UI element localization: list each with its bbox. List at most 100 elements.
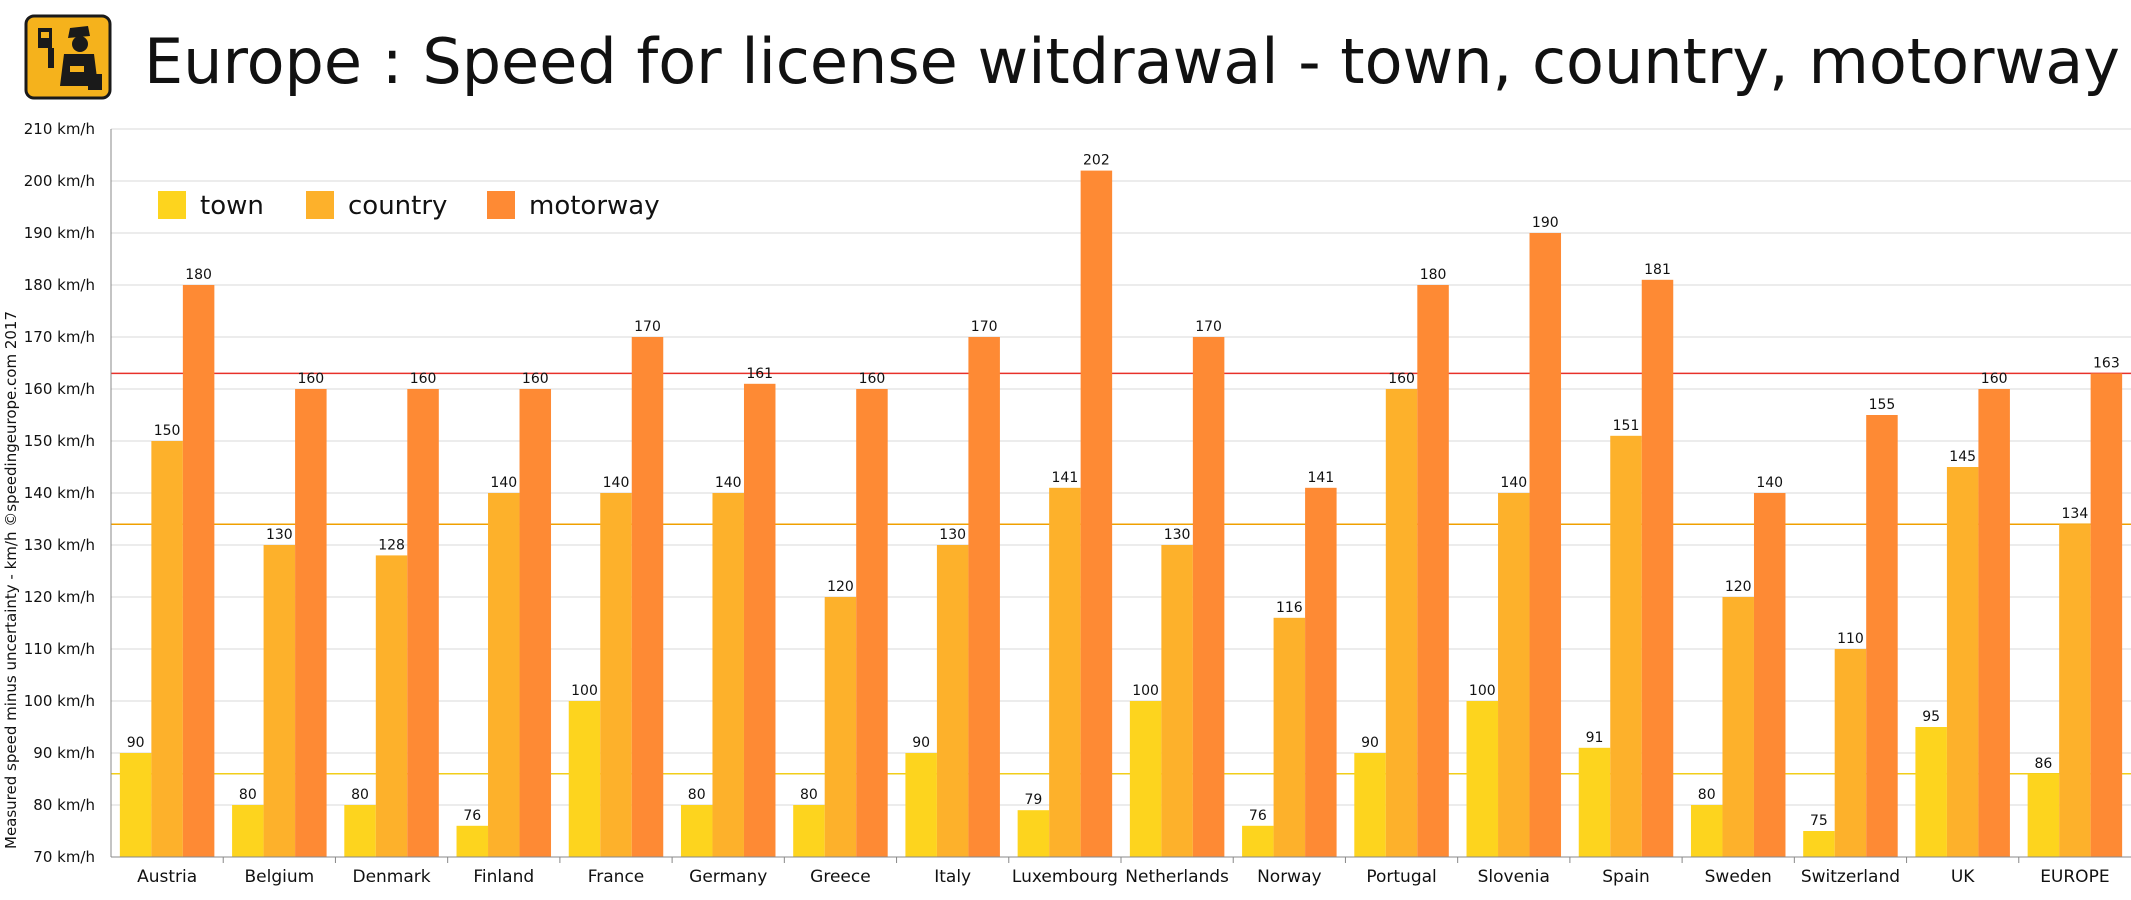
data-label: 190 bbox=[1532, 215, 1559, 231]
data-label: 100 bbox=[1132, 683, 1159, 699]
x-tick-label: Belgium bbox=[244, 867, 314, 887]
bar-country bbox=[1385, 389, 1418, 857]
data-label: 90 bbox=[127, 735, 145, 751]
legend-swatch-country bbox=[306, 191, 334, 219]
bar-motorway bbox=[1753, 493, 1786, 857]
bar-country bbox=[488, 493, 520, 857]
y-tick-label: 170 km/h bbox=[24, 328, 95, 346]
data-label: 140 bbox=[1756, 475, 1783, 491]
data-label: 76 bbox=[1249, 808, 1267, 824]
data-label: 150 bbox=[154, 423, 181, 439]
x-tick-label: UK bbox=[1951, 867, 1975, 887]
data-label: 180 bbox=[185, 267, 212, 283]
y-axis-label: Measured speed minus uncertainty - km/h … bbox=[2, 311, 20, 849]
bar-motorway bbox=[968, 337, 1000, 857]
data-label: 95 bbox=[1922, 709, 1940, 725]
bar-town bbox=[1690, 805, 1723, 857]
bar-motorway bbox=[1192, 337, 1225, 857]
bar-motorway bbox=[1978, 389, 2010, 857]
bar-motorway bbox=[1080, 170, 1113, 858]
legend-swatch-town bbox=[158, 191, 186, 219]
bar-town bbox=[1803, 831, 1835, 857]
data-label: 170 bbox=[971, 319, 998, 335]
data-label: 80 bbox=[1698, 787, 1716, 803]
data-label: 160 bbox=[410, 371, 437, 387]
bar-town bbox=[1017, 810, 1050, 857]
data-label: 202 bbox=[1083, 153, 1110, 169]
data-label: 170 bbox=[634, 319, 661, 335]
data-label: 163 bbox=[2093, 355, 2120, 371]
bar-country bbox=[263, 545, 296, 857]
data-label: 145 bbox=[1949, 449, 1976, 465]
bar-country bbox=[1834, 649, 1867, 857]
x-tick-label: Greece bbox=[810, 867, 871, 887]
data-label: 170 bbox=[1195, 319, 1222, 335]
data-label: 160 bbox=[297, 371, 324, 387]
data-label: 160 bbox=[1981, 371, 2008, 387]
y-tick-label: 70 km/h bbox=[33, 848, 95, 866]
data-label: 151 bbox=[1613, 418, 1640, 434]
bar-country bbox=[1049, 487, 1081, 857]
bar-motorway bbox=[407, 389, 439, 857]
data-label: 120 bbox=[1725, 579, 1752, 595]
data-label: 140 bbox=[715, 475, 742, 491]
bar-motorway bbox=[2090, 373, 2123, 857]
bar-country bbox=[1498, 493, 1530, 857]
data-label: 76 bbox=[463, 808, 481, 824]
data-label: 100 bbox=[1469, 683, 1496, 699]
data-label: 128 bbox=[378, 537, 405, 553]
x-tick-label: Norway bbox=[1257, 867, 1322, 887]
data-label: 90 bbox=[912, 735, 930, 751]
data-label: 161 bbox=[746, 366, 773, 382]
y-tick-label: 110 km/h bbox=[24, 640, 95, 658]
data-label: 79 bbox=[1024, 792, 1042, 808]
bar-town bbox=[905, 753, 937, 857]
bar-motorway bbox=[182, 285, 215, 857]
data-label: 80 bbox=[239, 787, 257, 803]
reference-lines bbox=[111, 372, 2131, 775]
bar-town bbox=[344, 805, 376, 857]
bar-country bbox=[1273, 617, 1306, 857]
bar-motorway bbox=[1417, 285, 1449, 857]
bar-town bbox=[2027, 773, 2060, 857]
x-tick-label: Portugal bbox=[1366, 867, 1436, 887]
bar-motorway bbox=[1305, 487, 1337, 857]
y-tick-label: 150 km/h bbox=[24, 432, 95, 450]
legend: town country motorway bbox=[158, 191, 660, 221]
bar-town bbox=[1129, 701, 1162, 857]
bar-country bbox=[936, 545, 969, 857]
y-tick-label: 80 km/h bbox=[33, 796, 95, 814]
data-label: 75 bbox=[1810, 813, 1828, 829]
data-label: 155 bbox=[1869, 397, 1896, 413]
bar-town bbox=[1578, 747, 1611, 857]
y-tick-label: 160 km/h bbox=[24, 380, 95, 398]
data-label: 140 bbox=[490, 475, 517, 491]
bar-motorway bbox=[743, 383, 776, 857]
legend-label-country: country bbox=[348, 191, 447, 221]
data-label: 100 bbox=[571, 683, 598, 699]
y-tick-label: 190 km/h bbox=[24, 224, 95, 242]
y-tick-label: 90 km/h bbox=[33, 744, 95, 762]
x-tick-label: Italy bbox=[934, 867, 971, 887]
data-label: 140 bbox=[603, 475, 630, 491]
x-tick-label: Germany bbox=[689, 867, 767, 887]
data-label: 90 bbox=[1361, 735, 1379, 751]
x-tick-label: EUROPE bbox=[2040, 867, 2109, 887]
legend-swatch-motorway bbox=[487, 191, 515, 219]
y-tick-label: 140 km/h bbox=[24, 484, 95, 502]
y-tick-label: 100 km/h bbox=[24, 692, 95, 710]
y-tick-label: 210 km/h bbox=[24, 120, 95, 138]
bar-country bbox=[1161, 545, 1193, 857]
x-tick-label: Austria bbox=[137, 867, 197, 887]
bar-country bbox=[151, 441, 183, 857]
axes: 70 km/h 80 km/h 90 km/h 100 km/h 110 km/h 120… bbox=[24, 120, 2131, 887]
bar-town bbox=[456, 825, 489, 857]
bar-country bbox=[600, 493, 632, 857]
data-label: 134 bbox=[2062, 506, 2089, 522]
data-label: 110 bbox=[1837, 631, 1864, 647]
bar-country bbox=[2059, 524, 2091, 857]
header: Europe : Speed for license witdrawal - t… bbox=[0, 0, 2131, 120]
data-label: 181 bbox=[1644, 262, 1671, 278]
bar-country bbox=[1946, 467, 1979, 857]
